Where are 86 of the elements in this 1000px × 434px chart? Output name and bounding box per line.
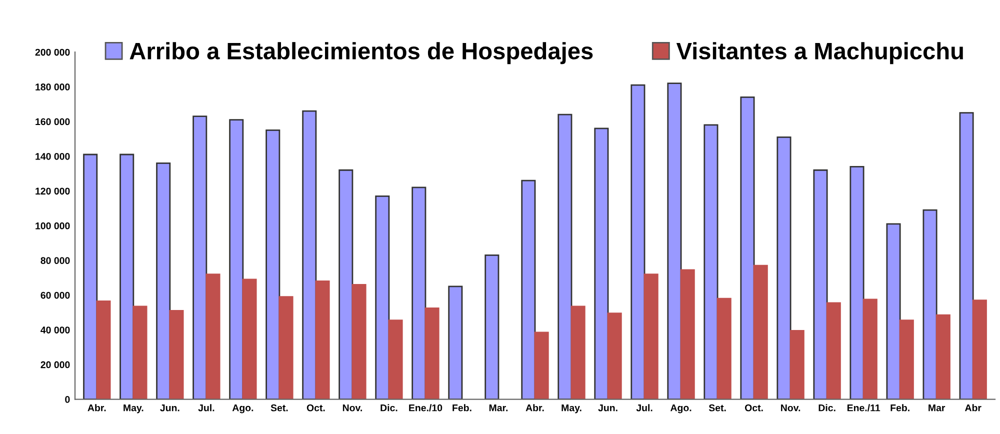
bar (278, 296, 294, 400)
bar (644, 274, 658, 400)
bar (862, 298, 878, 400)
y-tick-label: 120 000 (36, 188, 70, 195)
bar (607, 312, 622, 400)
bar (922, 209, 938, 400)
x-tick-label: Set. (270, 404, 288, 412)
bar (315, 280, 330, 400)
bar (899, 320, 914, 400)
x-tick-label: Jul. (198, 404, 214, 412)
x-tick-label: May. (124, 404, 144, 414)
bar (716, 298, 732, 400)
x-tick-label: Nov. (342, 404, 362, 412)
x-tick-label: Feb. (890, 404, 910, 412)
x-tick-label: Jun. (598, 404, 618, 412)
bar (302, 110, 317, 400)
y-tick-label: 160 000 (36, 118, 70, 126)
bar (704, 124, 718, 400)
bar (229, 119, 244, 400)
x-tick-label: Mar (928, 404, 946, 412)
bar (850, 166, 864, 400)
y-tick-label: 0 (65, 396, 70, 403)
bar (740, 96, 755, 400)
bar (388, 320, 403, 400)
y-tick-label: 180 000 (36, 84, 70, 90)
y-tick-label: 20 000 (40, 361, 70, 368)
bar (375, 195, 390, 400)
y-tick-label: 140 000 (36, 152, 70, 160)
bar (484, 254, 500, 400)
x-tick-label: May. (562, 404, 582, 414)
bar (826, 302, 841, 400)
bar (534, 332, 549, 400)
x-tick-label: Feb. (452, 404, 472, 412)
bar (570, 306, 586, 400)
x-tick-label: Ene./11 (847, 404, 880, 412)
bar (813, 169, 828, 400)
bar (790, 330, 804, 400)
bar (169, 310, 184, 400)
legend-label: Arribo a Establecimientos de Hospedajes (130, 42, 593, 64)
x-tick-label: Oct. (744, 404, 763, 412)
x-tick-label: Dic. (818, 404, 836, 412)
x-tick-label: Abr (964, 404, 982, 412)
x-tick-label: Dic. (380, 404, 398, 412)
bar (424, 307, 440, 400)
y-tick-label: 80 000 (40, 257, 70, 264)
x-tick-label: Ene./10 (409, 404, 442, 412)
x-tick-label: Abr. (526, 404, 544, 412)
bar (96, 300, 111, 400)
bar (266, 130, 280, 400)
bar (972, 300, 987, 400)
y-tick-label: 40 000 (40, 326, 70, 334)
x-tick-label: Jul. (636, 404, 652, 412)
bar (156, 162, 171, 400)
x-tick-label: Ago. (670, 404, 692, 414)
bar (936, 314, 950, 400)
x-tick-label: Set. (708, 404, 726, 412)
bar (352, 284, 366, 400)
bar (132, 306, 148, 400)
bar (412, 186, 426, 400)
bar (448, 286, 463, 400)
bar (667, 82, 682, 400)
bar (521, 180, 536, 400)
x-tick-label: Abr. (88, 404, 106, 412)
bar (594, 128, 609, 400)
bar (242, 278, 257, 400)
legend-label: Visitantes a Machupicchu (676, 42, 963, 64)
bar (338, 169, 354, 400)
y-tick-label: 60 000 (40, 292, 70, 299)
bar (192, 116, 208, 400)
bar (206, 274, 220, 400)
bar (680, 269, 695, 400)
bar (558, 114, 572, 400)
bar (630, 84, 646, 400)
bar (120, 154, 134, 400)
x-tick-label: Oct. (306, 404, 325, 412)
x-tick-label: Nov. (781, 404, 800, 412)
bar (83, 154, 98, 400)
y-tick-label: 200 000 (35, 48, 70, 56)
x-tick-label: Mar. (489, 404, 508, 412)
bar (886, 223, 901, 400)
bar (959, 112, 974, 400)
y-tick-label: 100 000 (36, 222, 70, 230)
bar (753, 264, 768, 400)
bar (776, 136, 792, 400)
x-tick-label: Jun. (160, 404, 180, 412)
x-tick-label: Ago. (232, 404, 254, 414)
